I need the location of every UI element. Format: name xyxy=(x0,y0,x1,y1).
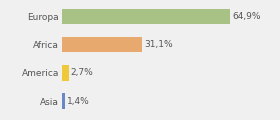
Bar xyxy=(62,93,65,109)
Bar xyxy=(62,65,69,81)
Text: 2,7%: 2,7% xyxy=(71,68,94,77)
Text: 31,1%: 31,1% xyxy=(144,40,173,49)
Text: 64,9%: 64,9% xyxy=(232,12,261,21)
Text: 1,4%: 1,4% xyxy=(67,97,90,106)
Bar xyxy=(62,9,230,24)
Bar xyxy=(62,37,142,52)
